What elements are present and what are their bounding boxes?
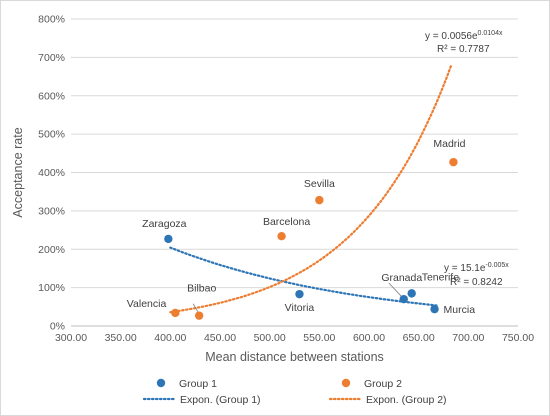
trend-r2-group-2: R² = 0.7787 (437, 44, 490, 55)
y-axis-title: Acceptance rate (11, 127, 25, 217)
data-point-tenerife (407, 289, 416, 298)
trend-equation-group-1: y = 15.1e-0.005x (444, 262, 509, 274)
legend-label-1: Group 1 (179, 378, 217, 390)
x-tick-label: 550.00 (303, 332, 335, 344)
data-point-madrid (449, 157, 458, 167)
x-tick-label: 500.00 (254, 332, 286, 344)
trend-r2-group-1: R² = 0.8242 (450, 277, 503, 288)
trendline-group-2 (169, 63, 453, 314)
data-point-bilbao (194, 311, 204, 320)
leader-line-bilbao (192, 303, 199, 313)
data-point-vitoria (295, 289, 304, 299)
legend-label-2: Group 2 (364, 378, 402, 390)
data-point-barcelona (277, 232, 286, 241)
y-tick-label: 300% (38, 205, 65, 217)
point-label-granada: Granada (381, 272, 422, 284)
point-label-vitoria: Vitoria (285, 302, 315, 314)
y-tick-label: 600% (38, 90, 65, 102)
y-tick-label: 100% (38, 282, 65, 294)
x-tick-label: 450.00 (204, 332, 236, 344)
x-tick-label: 650.00 (403, 332, 435, 344)
x-tick-label: 750.00 (502, 332, 534, 344)
y-tick-label: 0% (50, 321, 65, 333)
x-tick-label: 350.00 (105, 332, 137, 344)
x-tick-label: 300.00 (55, 332, 87, 344)
data-point-murcia (430, 304, 439, 314)
leader-line-granada (388, 282, 403, 298)
x-tick-label: 400.00 (154, 332, 186, 344)
y-tick-label: 700% (38, 52, 65, 64)
x-tick-label: 700.00 (452, 332, 484, 344)
point-label-tenerife: Tenerife (422, 271, 460, 283)
point-label-murcia: Murcia (444, 304, 476, 316)
point-label-bilbao: Bilbao (187, 283, 216, 295)
data-point-granada (399, 294, 408, 304)
legend-label-4: Expon. (Group 2) (366, 394, 447, 406)
y-tick-label: 400% (38, 167, 65, 179)
legend-label-3: Expon. (Group 1) (180, 394, 261, 406)
point-label-zaragoza: Zaragoza (142, 218, 187, 230)
x-axis-title: Mean distance between stations (205, 350, 384, 364)
data-point-zaragoza (164, 234, 173, 244)
y-tick-label: 500% (38, 129, 65, 141)
legend-marker-2 (341, 378, 351, 388)
data-point-sevilla (315, 195, 324, 205)
trend-equation-group-2: y = 0.0056e0.0104x (425, 30, 503, 42)
point-label-valencia: Valencia (127, 298, 167, 310)
x-tick-label: 600.00 (353, 332, 385, 344)
point-label-barcelona: Barcelona (263, 216, 310, 228)
data-point-valencia (171, 308, 180, 318)
y-tick-label: 200% (38, 244, 65, 256)
y-tick-label: 800% (38, 14, 65, 26)
point-label-madrid: Madrid (433, 138, 465, 150)
point-label-sevilla: Sevilla (304, 178, 335, 190)
trendline-group-1 (169, 246, 438, 307)
legend-marker-1 (156, 378, 166, 388)
